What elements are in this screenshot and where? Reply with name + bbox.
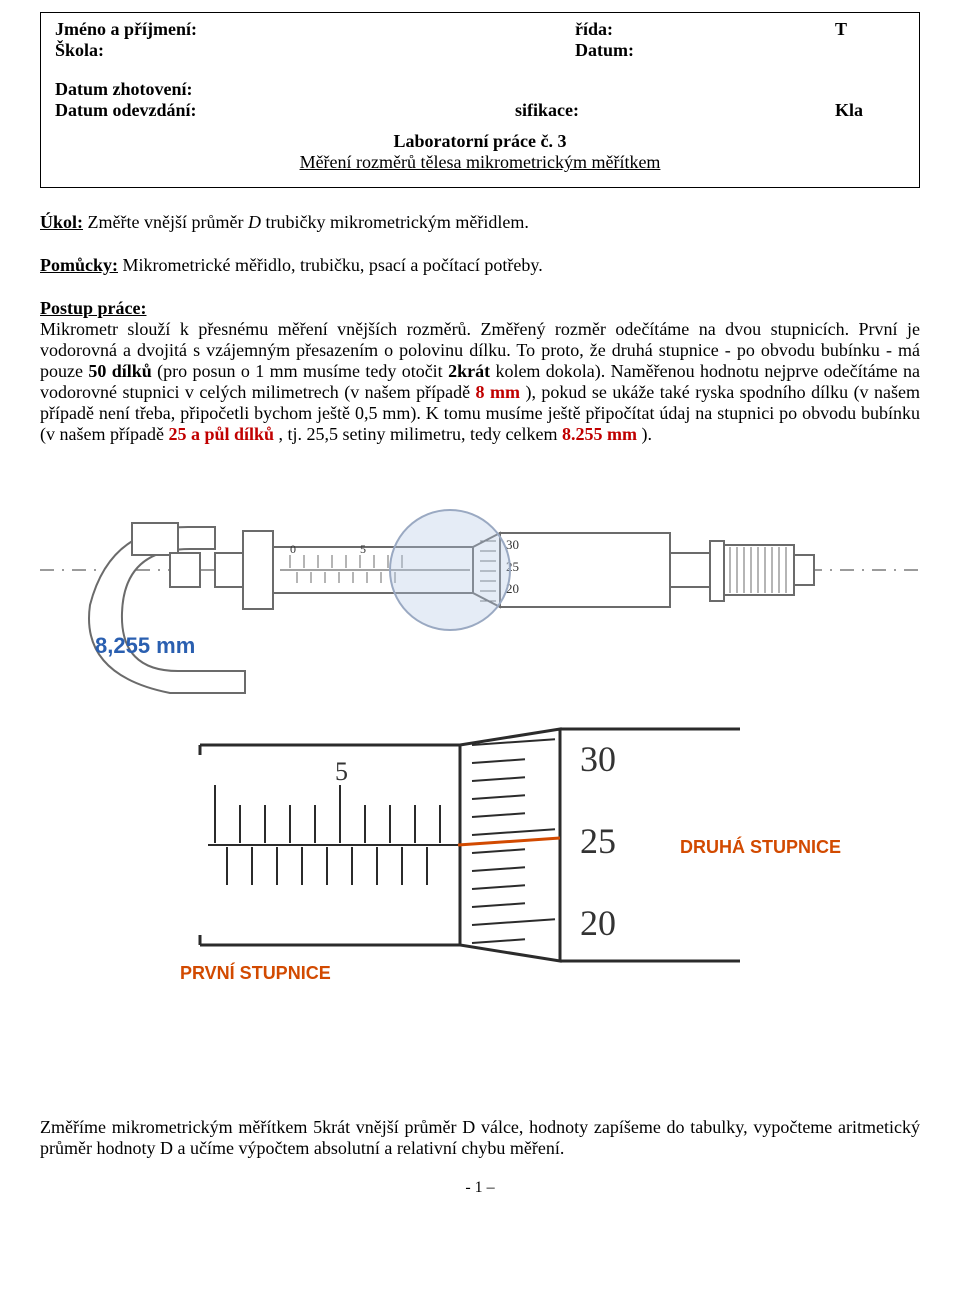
title-line1: Laboratorní práce č. 3: [55, 131, 905, 152]
svg-text:20: 20: [580, 903, 616, 943]
svg-text:30: 30: [580, 739, 616, 779]
page-footer: - 1 –: [40, 1179, 920, 1197]
svg-text:5: 5: [335, 757, 348, 786]
proc-25: 25 a půl dílků: [168, 424, 274, 444]
task-section: Úkol: Změřte vnější průměr D trubičky mi…: [40, 212, 920, 233]
tools-heading: Pomůcky:: [40, 255, 118, 275]
tools-section: Pomůcky: Mikrometrické měřidlo, trubičku…: [40, 255, 920, 276]
classification-prefix: Kla: [835, 100, 863, 121]
tools-text: Mikrometrické měřidlo, trubičku, psací a…: [118, 255, 543, 275]
svg-text:DRUHÁ STUPNICE: DRUHÁ STUPNICE: [680, 836, 841, 857]
task-heading: Úkol:: [40, 212, 83, 232]
svg-text:25: 25: [580, 821, 616, 861]
class-prefix: T: [835, 19, 847, 40]
proc-50: 50 dílků: [88, 361, 151, 381]
name-label: Jméno a příjmení:: [55, 19, 575, 40]
svg-text:0: 0: [290, 542, 296, 556]
proc-1f: ).: [641, 424, 652, 444]
procedure-section: Postup práce: Mikrometr slouží k přesném…: [40, 298, 920, 445]
handed-label: Datum odevzdání:: [55, 100, 515, 121]
svg-text:5: 5: [360, 542, 366, 556]
micrometer-detail-diagram: 5 30 25 20 PRVNÍ STUPNICE DRUHÁ STUPNICE: [40, 725, 920, 985]
task-var: D: [248, 212, 261, 232]
svg-text:8,255 mm: 8,255 mm: [95, 633, 195, 658]
school-label: Škola:: [55, 40, 575, 61]
classification-label: sifikace:: [515, 100, 579, 120]
title-line2: Měření rozměrů tělesa mikrometrickým měř…: [55, 152, 905, 173]
procedure-heading: Postup práce:: [40, 298, 147, 318]
svg-text:PRVNÍ STUPNICE: PRVNÍ STUPNICE: [180, 962, 331, 983]
task-text1: Změřte vnější průměr: [83, 212, 248, 232]
proc-1e: , tj. 25,5 setiny milimetru, tedy celkem: [279, 424, 562, 444]
proc-2x: 2krát: [448, 361, 490, 381]
class-label: řída:: [575, 19, 613, 39]
task-text2: trubičky mikrometrickým měřidlem.: [261, 212, 529, 232]
svg-text:30: 30: [506, 537, 519, 552]
made-label: Datum zhotovení:: [55, 79, 575, 100]
proc-total: 8.255 mm: [562, 424, 637, 444]
proc-1b: (pro posun o 1 mm musíme tedy otočit: [157, 361, 448, 381]
proc-8mm: 8 mm: [476, 382, 520, 402]
micrometer-diagram: 053025208,255 mm: [40, 475, 920, 705]
bottom-paragraph: Změříme mikrometrickým měřítkem 5krát vn…: [40, 1117, 920, 1159]
header-box: Jméno a příjmení: řída: T Škola: Datum: …: [40, 12, 920, 188]
date-label: Datum:: [575, 40, 634, 61]
